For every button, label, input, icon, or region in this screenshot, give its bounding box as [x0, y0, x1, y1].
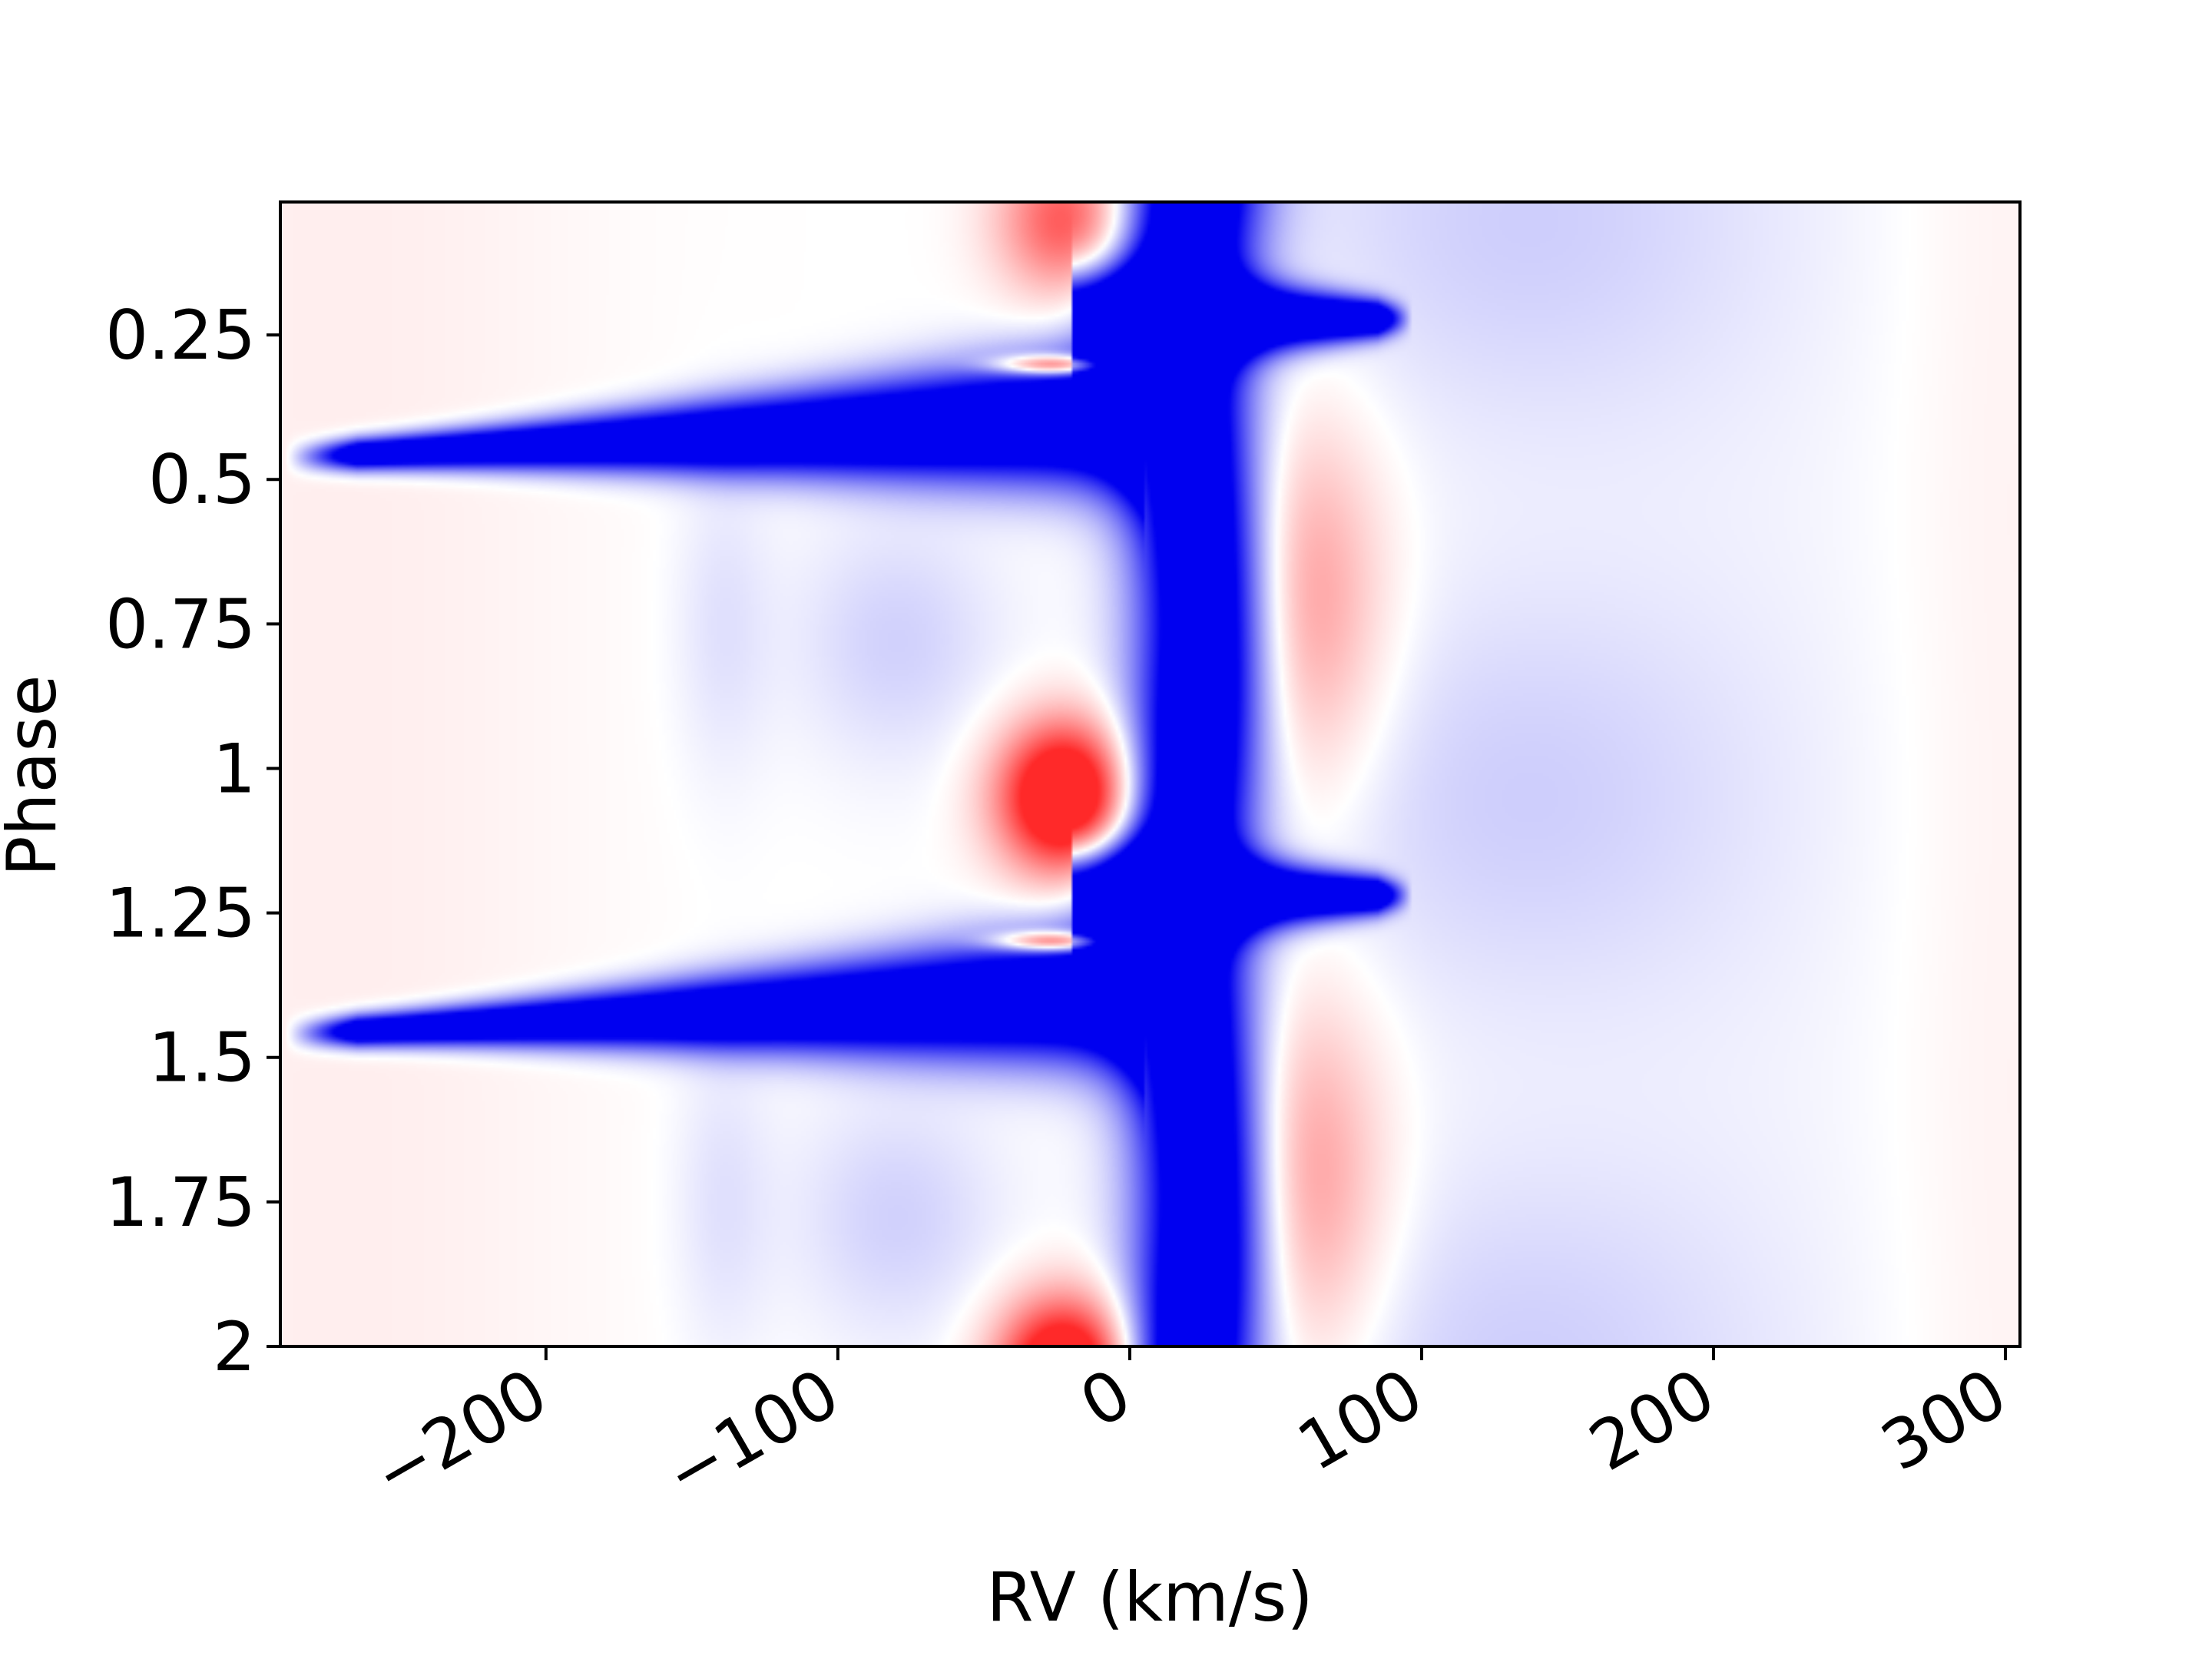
- y-tick-label: 1.75: [105, 1163, 256, 1242]
- y-tick-label: 1.5: [148, 1018, 256, 1098]
- y-tick-label: 0.25: [105, 296, 256, 375]
- x-tick-label: 0: [1067, 1353, 1144, 1443]
- plot-area: [279, 200, 2022, 1348]
- x-axis: −200 −100 0 100 200 300: [360, 1346, 2020, 1515]
- y-tick-label: 1: [213, 729, 256, 808]
- y-axis-label: Phase: [0, 675, 71, 877]
- y-tick-label: 0.75: [105, 584, 256, 664]
- plot-frame: [279, 200, 2022, 1348]
- y-axis: 0.25 0.5 0.75 1 1.25 1.5 1.75 2: [105, 296, 280, 1386]
- x-tick-label: −100: [652, 1353, 853, 1515]
- x-tick-label: 100: [1284, 1353, 1435, 1486]
- x-tick-label: 300: [1869, 1353, 2020, 1486]
- x-tick-label: 200: [1576, 1353, 1727, 1486]
- heatmap-image: [280, 202, 2020, 1346]
- y-tick-label: 1.25: [105, 874, 256, 953]
- y-tick-label: 2: [213, 1307, 256, 1386]
- x-tick-label: −200: [360, 1353, 561, 1515]
- y-tick-label: 0.5: [148, 440, 256, 519]
- x-axis-label: RV (km/s): [986, 1558, 1313, 1637]
